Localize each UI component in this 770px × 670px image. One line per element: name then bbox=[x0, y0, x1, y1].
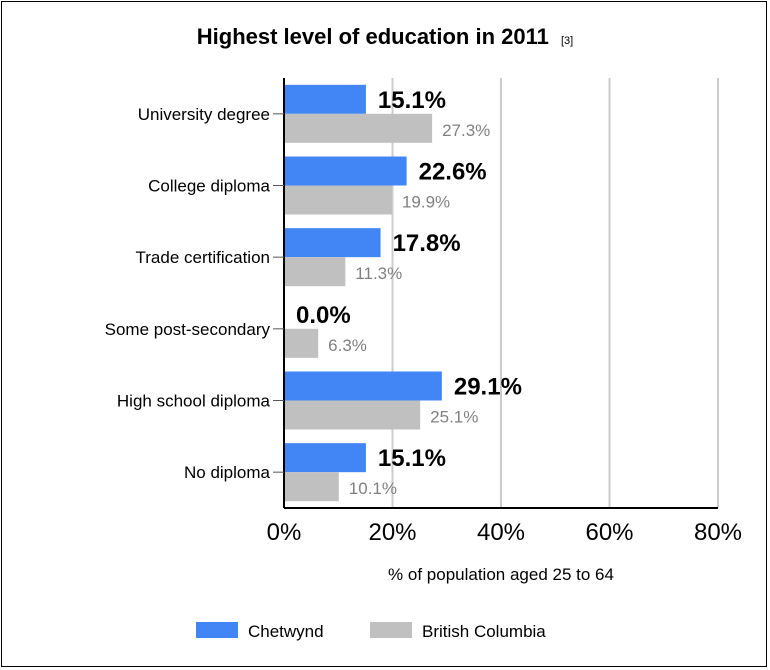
category-label: Some post-secondary bbox=[105, 320, 271, 339]
x-axis-label: % of population aged 25 to 64 bbox=[388, 565, 614, 584]
bar-british-columbia bbox=[284, 113, 433, 143]
category-labels: University degree College diploma Trade ce… bbox=[105, 105, 284, 482]
bar-chetwynd bbox=[284, 156, 407, 186]
data-label-chetwynd: 29.1% bbox=[454, 374, 522, 401]
data-label-british-columbia: 19.9% bbox=[402, 193, 450, 212]
bar-british-columbia bbox=[284, 400, 421, 430]
x-tick-label: 60% bbox=[585, 519, 633, 546]
category-label: College diploma bbox=[148, 177, 270, 196]
legend-swatch bbox=[196, 622, 238, 638]
data-label-british-columbia: 25.1% bbox=[430, 408, 478, 427]
category-label: No diploma bbox=[184, 463, 271, 482]
x-tick-labels: 0% 20% 40% 60% 80% bbox=[267, 519, 742, 546]
bar-chetwynd bbox=[284, 228, 381, 258]
category-label: Trade certification bbox=[136, 248, 270, 267]
x-tick-label: 0% bbox=[267, 519, 302, 546]
legend-label: Chetwynd bbox=[248, 622, 324, 641]
category-label: High school diploma bbox=[117, 392, 271, 411]
data-label-chetwynd: 15.1% bbox=[378, 445, 446, 472]
bars-group: 15.1% 27.3% 22.6% 19.9% 17.8% 11.3%0.0% 6.3% 29… bbox=[283, 78, 718, 509]
chart-title-ref: [3] bbox=[561, 35, 573, 47]
bar-british-columbia bbox=[284, 185, 392, 215]
data-label-chetwynd: 15.1% bbox=[378, 87, 446, 114]
bar-british-columbia bbox=[284, 257, 346, 287]
chart-title: Highest level of education in 2011 [3] bbox=[197, 24, 573, 49]
data-label-chetwynd: 22.6% bbox=[419, 159, 487, 186]
data-label-british-columbia: 10.1% bbox=[349, 479, 397, 498]
bar-chetwynd bbox=[284, 443, 366, 473]
x-tick-label: 20% bbox=[368, 519, 416, 546]
chart-title-text: Highest level of education in 2011 bbox=[197, 24, 549, 49]
data-label-british-columbia: 6.3% bbox=[328, 336, 367, 355]
x-tick-label: 80% bbox=[694, 519, 742, 546]
x-tick-label: 40% bbox=[477, 519, 525, 546]
category-label: University degree bbox=[138, 105, 270, 124]
legend: Chetwynd British Columbia bbox=[196, 622, 546, 641]
bar-chetwynd bbox=[284, 371, 442, 401]
data-label-british-columbia: 27.3% bbox=[442, 121, 490, 140]
data-label-chetwynd: 17.8% bbox=[393, 230, 461, 257]
legend-swatch bbox=[370, 622, 412, 638]
svg-text:Highest level of education in: Highest level of education in 2011 [3] bbox=[197, 24, 573, 49]
bar-british-columbia bbox=[284, 328, 319, 358]
gridlines bbox=[391, 78, 719, 508]
data-label-chetwynd: 0.0% bbox=[296, 302, 351, 329]
legend-label: British Columbia bbox=[422, 622, 546, 641]
data-label-british-columbia: 11.3% bbox=[355, 264, 402, 283]
bar-chetwynd bbox=[284, 84, 366, 114]
bar-british-columbia bbox=[284, 472, 339, 502]
